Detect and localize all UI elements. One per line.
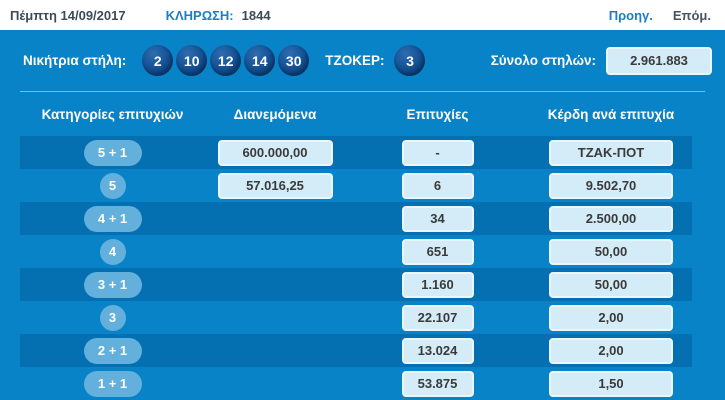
winners-cell: 22.107 — [345, 304, 530, 331]
table-row: 4 + 1 34 2.500,00 — [20, 202, 692, 235]
next-draw-link[interactable]: Επόμ. — [672, 7, 711, 23]
category-cell: 5 — [20, 172, 205, 199]
header-winners: Επιτυχίες — [406, 106, 469, 122]
winners-cell: 34 — [345, 205, 530, 232]
prize-cell: 2,00 — [530, 304, 692, 331]
category-cell: 2 + 1 — [20, 337, 205, 364]
dividend-cell: 57.016,25 — [205, 172, 345, 199]
winners-value: - — [401, 139, 474, 166]
winners-value: 6 — [401, 172, 474, 199]
category-cell: 4 — [20, 238, 205, 265]
category-badge: 4 + 1 — [83, 205, 142, 232]
table-row: 2 + 1 13.024 2,00 — [20, 334, 692, 367]
category-cell: 3 + 1 — [20, 271, 205, 298]
table-row: 4 651 50,00 — [20, 235, 692, 268]
table-row: 1 + 1 53.875 1,50 — [20, 367, 692, 400]
winners-value: 1.160 — [401, 271, 474, 298]
prize-value: 2,00 — [549, 304, 673, 331]
prize-value: 2,00 — [549, 337, 673, 364]
winners-value: 34 — [401, 205, 474, 232]
winners-value: 13.024 — [401, 337, 474, 364]
winners-cell: 6 — [345, 172, 530, 199]
winners-cell: - — [345, 139, 530, 166]
winners-value: 53.875 — [401, 370, 474, 397]
joker-ball: 3 — [394, 45, 426, 76]
category-cell: 3 — [20, 304, 205, 331]
prize-value: 9.502,70 — [549, 172, 673, 199]
prize-value: ΤΖΑΚ-ΠΟΤ — [549, 139, 673, 166]
previous-draw-link[interactable]: Προηγ. — [608, 7, 653, 23]
table-row: 5 + 1 600.000,00 - ΤΖΑΚ-ΠΟΤ — [20, 136, 692, 169]
lottery-ball: 12 — [210, 45, 242, 76]
category-cell: 4 + 1 — [20, 205, 205, 232]
category-cell: 5 + 1 — [20, 139, 205, 166]
top-bar: Πέμπτη 14/09/2017 ΚΛΗΡΩΣΗ: 1844 Προηγ. Ε… — [0, 0, 725, 30]
category-badge: 2 + 1 — [83, 337, 142, 364]
prize-cell: 50,00 — [530, 271, 692, 298]
draw-navigation: Προηγ. Επόμ. — [609, 8, 711, 23]
prize-value: 1,50 — [549, 370, 673, 397]
category-badge: 5 — [99, 172, 126, 199]
category-badge: 1 + 1 — [83, 370, 142, 397]
prize-cell: 50,00 — [530, 238, 692, 265]
total-columns-value: 2.961.883 — [606, 46, 712, 75]
category-cell: 1 + 1 — [20, 370, 205, 397]
category-badge: 3 — [99, 304, 126, 331]
winning-numbers-label: Νικήτρια στήλη: — [23, 53, 127, 68]
winners-cell: 53.875 — [345, 370, 530, 397]
prize-value: 50,00 — [549, 238, 673, 265]
winning-balls: 2 10 12 14 30 — [142, 45, 310, 76]
lottery-ball: 10 — [176, 45, 208, 76]
winning-numbers-row: Νικήτρια στήλη: 2 10 12 14 30 ΤΖΟΚΕΡ: 3 Σύνο… — [0, 30, 725, 91]
table-header-row: Κατηγορίες επιτυχιών Διανεμόμενα Επιτυχί… — [20, 92, 692, 136]
prize-cell: 1,50 — [530, 370, 692, 397]
category-badge: 5 + 1 — [83, 139, 142, 166]
category-badge: 4 — [99, 238, 126, 265]
dividend-value: 600.000,00 — [217, 139, 333, 166]
prize-cell: ΤΖΑΚ-ΠΟΤ — [530, 139, 692, 166]
prize-cell: 2.500,00 — [530, 205, 692, 232]
prize-cell: 2,00 — [530, 337, 692, 364]
lottery-ball: 30 — [278, 45, 310, 76]
draw-label: ΚΛΗΡΩΣΗ: — [165, 7, 234, 23]
header-categories: Κατηγορίες επιτυχιών — [41, 106, 184, 122]
prize-value: 50,00 — [549, 271, 673, 298]
table-row: 5 57.016,25 6 9.502,70 — [20, 169, 692, 202]
winners-cell: 651 — [345, 238, 530, 265]
winners-value: 22.107 — [401, 304, 474, 331]
category-badge: 3 + 1 — [83, 271, 142, 298]
dividend-cell: 600.000,00 — [205, 139, 345, 166]
lottery-ball: 2 — [142, 45, 174, 76]
winners-value: 651 — [401, 238, 474, 265]
results-panel: Νικήτρια στήλη: 2 10 12 14 30 ΤΖΟΚΕΡ: 3 Σύνο… — [0, 30, 725, 400]
winners-cell: 1.160 — [345, 271, 530, 298]
header-dividend: Διανεμόμενα — [233, 106, 317, 122]
table-row: 3 + 1 1.160 50,00 — [20, 268, 692, 301]
table-row: 3 22.107 2,00 — [20, 301, 692, 334]
divider — [20, 91, 705, 92]
prize-value: 2.500,00 — [549, 205, 673, 232]
prize-cell: 9.502,70 — [530, 172, 692, 199]
draw-number: 1844 — [241, 7, 271, 23]
results-table: 5 + 1 600.000,00 - ΤΖΑΚ-ΠΟΤ 5 57.016,25 6 9.502… — [20, 136, 692, 400]
header-prize: Κέρδη ανά επιτυχία — [547, 106, 675, 122]
lottery-ball: 14 — [244, 45, 276, 76]
total-columns-label: Σύνολο στηλών: — [490, 53, 596, 68]
draw-date: Πέμπτη 14/09/2017 — [10, 7, 126, 23]
dividend-value: 57.016,25 — [217, 172, 333, 199]
joker-label: ΤΖΟΚΕΡ: — [325, 53, 385, 68]
winners-cell: 13.024 — [345, 337, 530, 364]
